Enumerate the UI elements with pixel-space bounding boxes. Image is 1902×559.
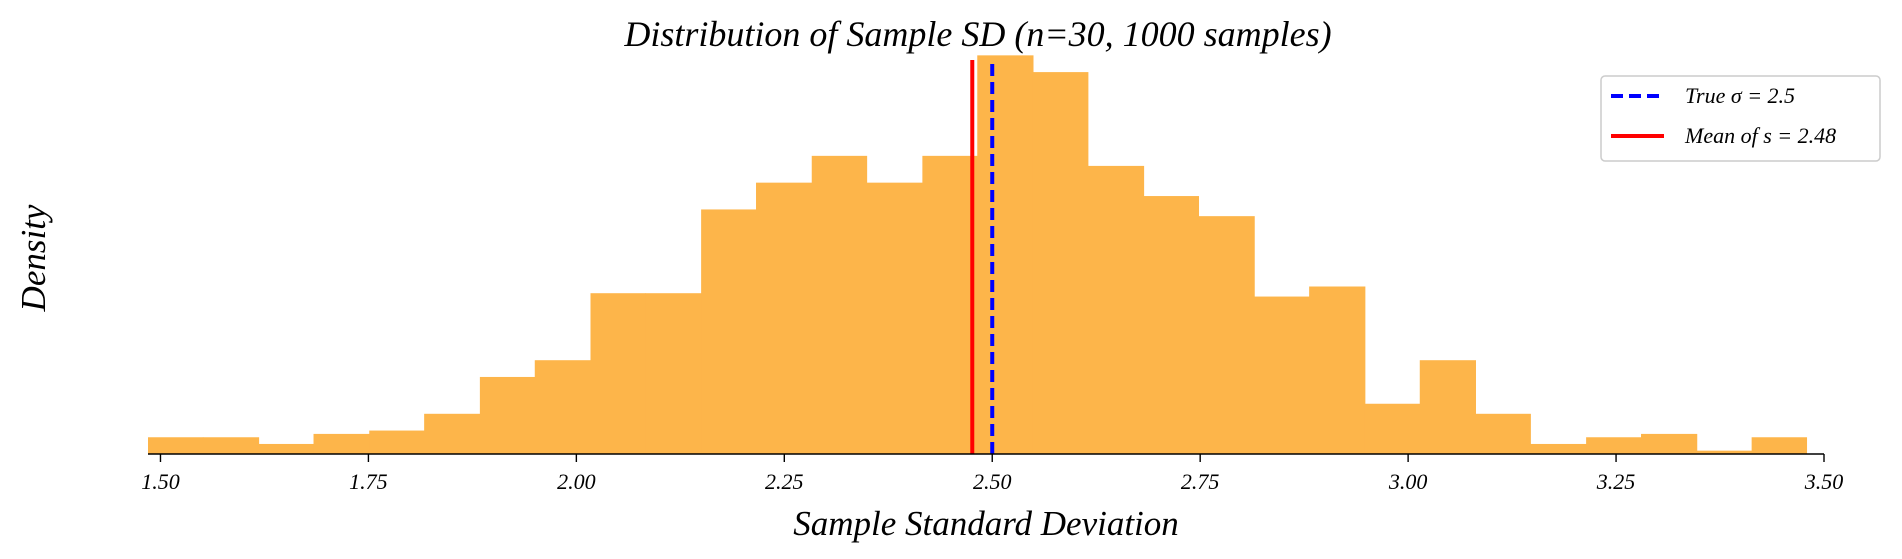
histogram-bars (148, 55, 1808, 455)
histogram-bar (424, 413, 481, 454)
chart-title: Distribution of Sample SD (n=30, 1000 sa… (623, 14, 1331, 54)
histogram-bar (1087, 165, 1145, 454)
histogram-bar (977, 55, 1034, 454)
x-tick-label: 1.50 (141, 469, 180, 494)
x-axis-label: Sample Standard Deviation (793, 504, 1179, 543)
histogram-bar (645, 293, 702, 454)
histogram-bar (1032, 72, 1089, 454)
histogram-bar (1309, 286, 1366, 454)
histogram-bar (866, 182, 923, 454)
histogram-bar (479, 376, 536, 454)
histogram-bar (811, 155, 868, 454)
histogram-bar (1364, 403, 1421, 454)
histogram-bar (1586, 437, 1642, 454)
x-tick-label: 2.00 (557, 469, 596, 494)
x-tick-label: 1.75 (349, 469, 388, 494)
legend-label: True σ = 2.5 (1685, 83, 1795, 108)
histogram-bar (1641, 433, 1698, 454)
histogram-bar (1475, 413, 1531, 454)
x-tick-label: 2.50 (973, 469, 1012, 494)
histogram-bar (590, 293, 646, 454)
y-axis-label: Density (14, 204, 53, 312)
x-tick-label: 2.25 (765, 469, 804, 494)
reference-lines (970, 60, 995, 454)
x-tick-label: 3.00 (1388, 469, 1428, 494)
histogram-bar (1198, 216, 1255, 454)
histogram-bar (148, 437, 204, 454)
histogram-bar (922, 155, 978, 454)
histogram-bar (1696, 450, 1753, 454)
histogram-bar (202, 437, 260, 454)
x-tick-label: 3.25 (1596, 469, 1636, 494)
histogram-bar (1419, 360, 1476, 454)
legend-label: Mean of s = 2.48 (1684, 123, 1836, 148)
histogram-bar (1530, 443, 1587, 454)
x-tick-label: 2.75 (1181, 469, 1220, 494)
histogram-bar (534, 360, 591, 454)
histogram-bar (1143, 196, 1200, 455)
histogram-bar (1751, 437, 1808, 454)
histogram-bar (369, 430, 425, 454)
x-tick-label: 3.50 (1804, 469, 1844, 494)
histogram-bar (258, 443, 315, 454)
legend-box (1600, 75, 1881, 162)
histogram-bar (1254, 296, 1310, 454)
histogram-bar (701, 209, 757, 454)
legend: True σ = 2.5 Mean of s = 2.48 (1600, 75, 1881, 162)
histogram-bar (313, 433, 370, 454)
histogram-bar (756, 182, 813, 454)
x-axis-ticks: 1.50 1.75 2.00 2.25 2.50 2.75 3.00 3.25 3.50 (141, 454, 1843, 494)
